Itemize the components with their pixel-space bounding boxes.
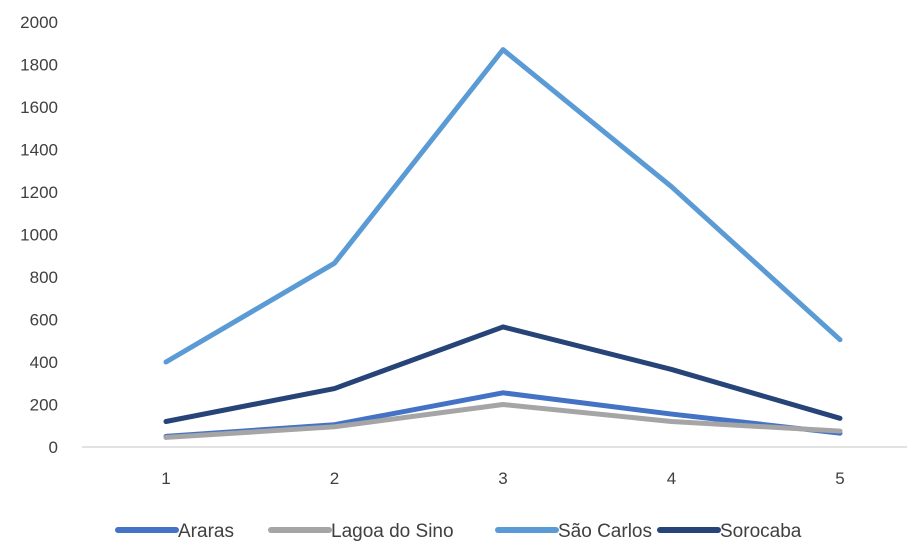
x-tick-label: 3 — [498, 469, 507, 488]
y-axis: 0 200 400 600 800 1000 1200 1400 1600 1800 2000 — [20, 13, 58, 457]
y-tick-label: 1800 — [20, 56, 58, 75]
series-line — [163, 324, 843, 424]
y-tick-label: 800 — [30, 268, 58, 287]
legend: Araras Lagoa do Sino São Carlos Sorocaba — [115, 521, 802, 542]
y-tick-label: 200 — [30, 396, 58, 415]
x-tick-label: 5 — [835, 469, 844, 488]
y-tick-label: 600 — [30, 311, 58, 330]
y-tick-label: 1600 — [20, 98, 58, 117]
legend-label: Sorocaba — [720, 521, 802, 542]
y-tick-label: 0 — [49, 438, 58, 457]
x-tick-label: 2 — [330, 469, 339, 488]
series-line — [163, 402, 843, 440]
y-tick-label: 1400 — [20, 141, 58, 160]
plot-area — [163, 47, 843, 440]
legend-label: Araras — [178, 521, 234, 542]
x-tick-label: 4 — [667, 469, 676, 488]
legend-label: São Carlos — [558, 521, 652, 542]
y-tick-label: 2000 — [20, 13, 58, 32]
y-tick-label: 1000 — [20, 226, 58, 245]
series-line — [163, 47, 843, 365]
legend-label: Lagoa do Sino — [331, 521, 454, 542]
y-tick-label: 400 — [30, 353, 58, 372]
x-axis: 1 2 3 4 5 — [161, 469, 844, 488]
y-tick-label: 1200 — [20, 183, 58, 202]
x-tick-label: 1 — [161, 469, 170, 488]
